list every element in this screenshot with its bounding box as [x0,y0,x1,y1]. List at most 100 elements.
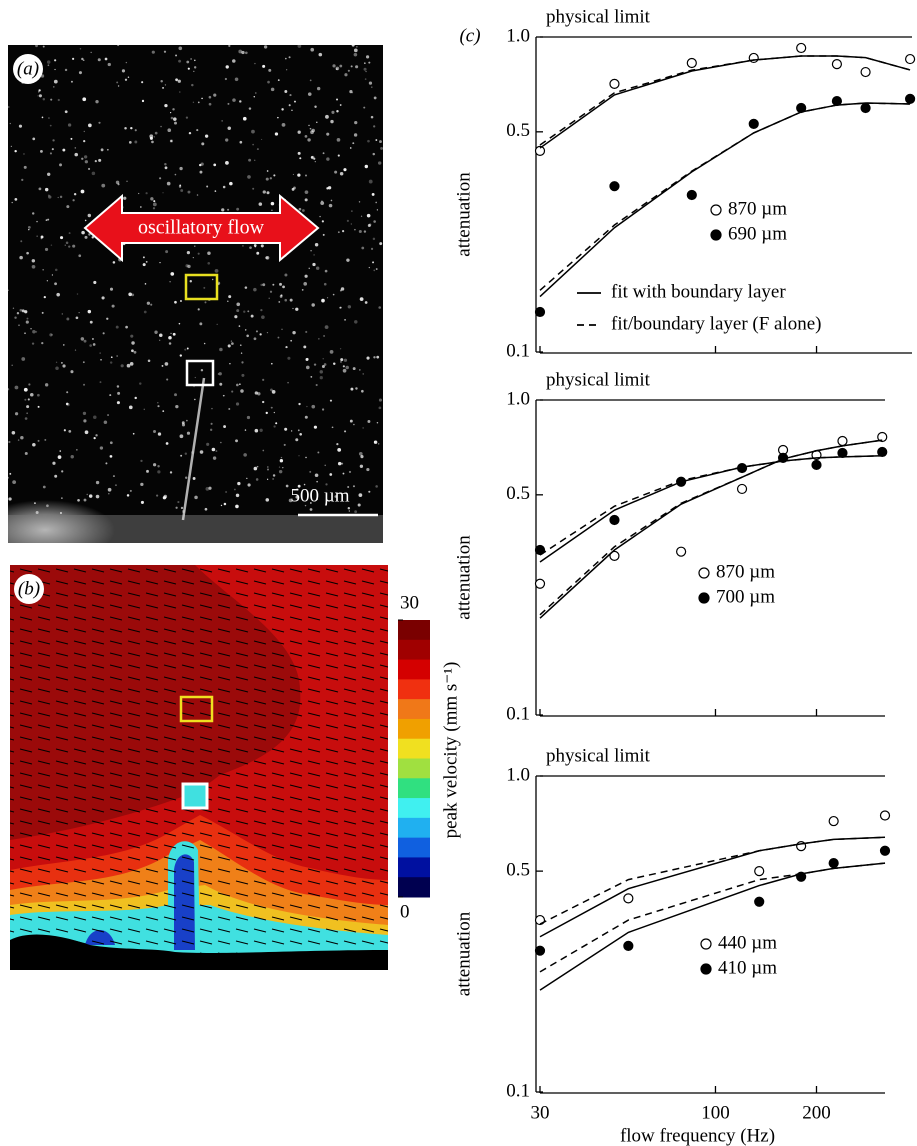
speckle [346,219,349,222]
speckle [316,480,318,483]
speckle [303,345,307,349]
data-point [534,578,546,589]
speckle [343,168,347,172]
speckle [331,426,334,429]
speckle [257,392,261,396]
speckle [83,130,85,133]
speckle [265,498,270,502]
speckle [83,419,87,423]
speckle [284,427,288,431]
speckle [239,100,242,103]
colorbar-step [398,659,430,680]
speckle [309,127,312,130]
speckle [351,92,354,94]
speckle [8,497,12,501]
speckle [150,303,153,306]
speckle [227,344,231,348]
speckle [26,251,29,255]
speckle [40,149,43,153]
speckle [230,340,233,342]
fit-line [539,102,911,298]
speckle [151,50,155,54]
speckle [285,345,288,349]
label-badge [14,574,44,604]
speckle [76,449,78,451]
speckle [309,470,312,473]
speckle [17,439,20,441]
speckle [139,382,142,385]
speckle [228,407,231,410]
speckle [249,246,252,249]
speckle [121,69,126,73]
speckle [367,139,370,143]
speckle [352,485,355,488]
speckle [287,381,289,384]
speckle [355,387,358,390]
speckle [31,264,36,269]
speckle [317,451,320,454]
legend-label: 440 µm [718,932,777,953]
speckle [126,180,128,182]
speckle [203,286,206,289]
speckle [358,493,363,498]
speckle [364,62,366,64]
speckle [304,198,308,202]
speckle [162,87,164,89]
speckle [130,126,133,130]
speckle [305,330,308,334]
speckle [66,402,70,407]
speckle [59,450,62,452]
speckle [83,339,87,343]
speckle [234,488,236,491]
speckle [143,310,147,314]
speckle [364,164,369,169]
speckle [95,494,100,499]
panel-b: (b) 0 30 peak velocity (mm s⁻¹) [10,565,461,970]
speckle [225,138,229,142]
speckle [140,482,144,487]
speckle [126,494,130,497]
legend-label: 410 µm [718,957,777,978]
speckle [323,363,327,366]
speckle [128,292,132,297]
speckle [285,57,287,60]
speckle [328,203,333,208]
speckle [186,251,190,255]
speckle [322,152,325,155]
limit-label: physical limit [546,745,651,766]
speckle [57,196,59,199]
speckle [38,187,42,191]
speckle [21,178,24,181]
speckle [270,87,275,92]
speckle [208,486,212,490]
speckle [140,500,144,504]
speckle [347,69,350,72]
speckle [361,389,364,393]
speckle [23,165,27,169]
data-point [609,550,620,561]
data-point [877,431,888,443]
speckle [70,455,74,459]
speckle [373,441,376,443]
colorbar-step [398,837,430,858]
fit-line [539,836,886,925]
speckle [70,137,73,140]
speckle [186,60,190,64]
speckle [124,127,127,130]
speckle [109,441,113,445]
colorbar-step [398,817,430,839]
data-point [623,940,634,951]
speckle [204,301,207,304]
speckle [61,361,63,364]
speckle [208,95,212,99]
speckle [177,79,181,83]
speckle [32,137,36,141]
speckle [36,220,38,223]
speckle [206,185,209,188]
y-tick-label: 1.0 [506,388,530,409]
speckle [6,388,10,391]
speckle [153,200,156,203]
speckle [204,507,208,511]
speckle [359,464,364,468]
speckle [81,157,84,160]
